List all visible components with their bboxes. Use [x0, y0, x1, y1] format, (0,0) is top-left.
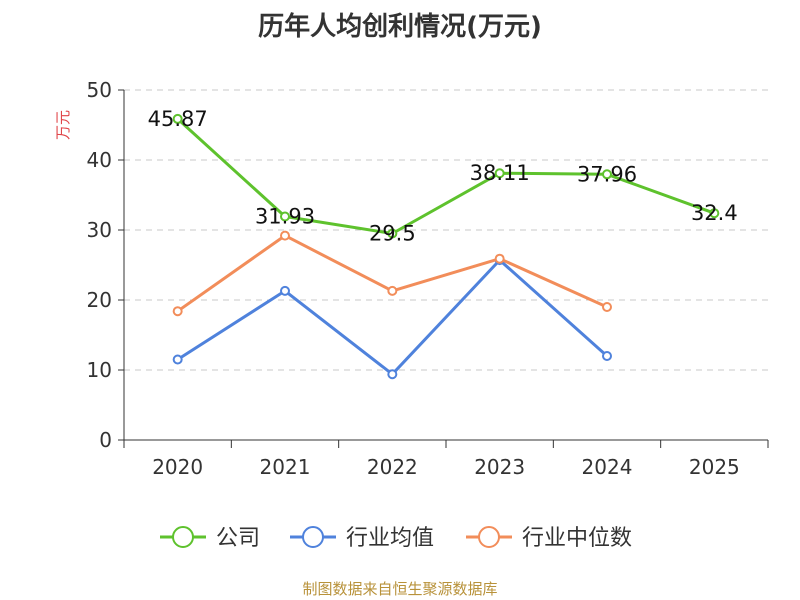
legend-swatch-marker: [172, 526, 194, 548]
data-point: [494, 253, 505, 264]
data-point: [387, 285, 398, 296]
data-point: [387, 369, 398, 380]
y-tick-label: 0: [99, 428, 112, 452]
x-tick-label: 2022: [367, 455, 418, 479]
data-label: 37.96: [577, 162, 637, 186]
data-point: [172, 306, 183, 317]
legend-item: 行业均值: [290, 526, 434, 551]
x-tick-label: 2021: [260, 455, 311, 479]
data-label: 45.87: [148, 107, 208, 131]
data-labels: 45.87 31.93 29.5 38.11 37.96 32.4: [148, 107, 738, 246]
data-label: 38.11: [470, 161, 530, 185]
y-tick-label: 20: [87, 288, 112, 312]
legend-label: 公司: [216, 526, 260, 551]
axes: 0 10 20 30 40 50 2020 2021 2022 2023 2024 2025 万元: [54, 78, 769, 479]
y-tick-label: 40: [87, 148, 112, 172]
x-tick-label: 2024: [582, 455, 633, 479]
data-point: [602, 302, 612, 312]
data-point: [172, 113, 183, 124]
x-tick-label: 2020: [152, 455, 203, 479]
data-point: [494, 168, 505, 179]
y-axis-label: 万元: [54, 110, 72, 140]
legend-item: 公司: [160, 526, 260, 551]
x-tick-label: 2023: [474, 455, 525, 479]
source-note: 制图数据来自恒生聚源数据库: [302, 580, 498, 598]
legend-item: 行业中位数: [466, 526, 632, 551]
series-line-0: [176, 117, 715, 235]
data-point: [387, 228, 398, 239]
series-group: [172, 113, 720, 380]
legend-label: 行业均值: [346, 526, 434, 551]
chart-title: 历年人均创利情况(万元): [258, 12, 542, 42]
legend-swatch-marker: [478, 526, 500, 548]
data-point: [280, 285, 290, 296]
y-tick-label: 10: [87, 358, 112, 382]
data-label: 32.4: [691, 201, 738, 225]
legend: 公司 行业均值 行业中位数: [160, 526, 632, 551]
grid-lines: [124, 89, 768, 371]
legend-label: 行业中位数: [522, 526, 632, 551]
data-label: 31.93: [255, 204, 315, 228]
data-point: [602, 351, 612, 361]
data-point: [280, 211, 290, 222]
data-point: [280, 230, 290, 241]
legend-swatch-marker: [302, 526, 324, 548]
data-point: [602, 169, 612, 180]
data-label: 29.5: [369, 222, 416, 246]
data-point: [172, 354, 183, 365]
y-tick-label: 50: [87, 78, 112, 102]
data-point: [709, 208, 720, 219]
y-tick-label: 30: [87, 218, 112, 242]
x-tick-label: 2025: [689, 455, 740, 479]
